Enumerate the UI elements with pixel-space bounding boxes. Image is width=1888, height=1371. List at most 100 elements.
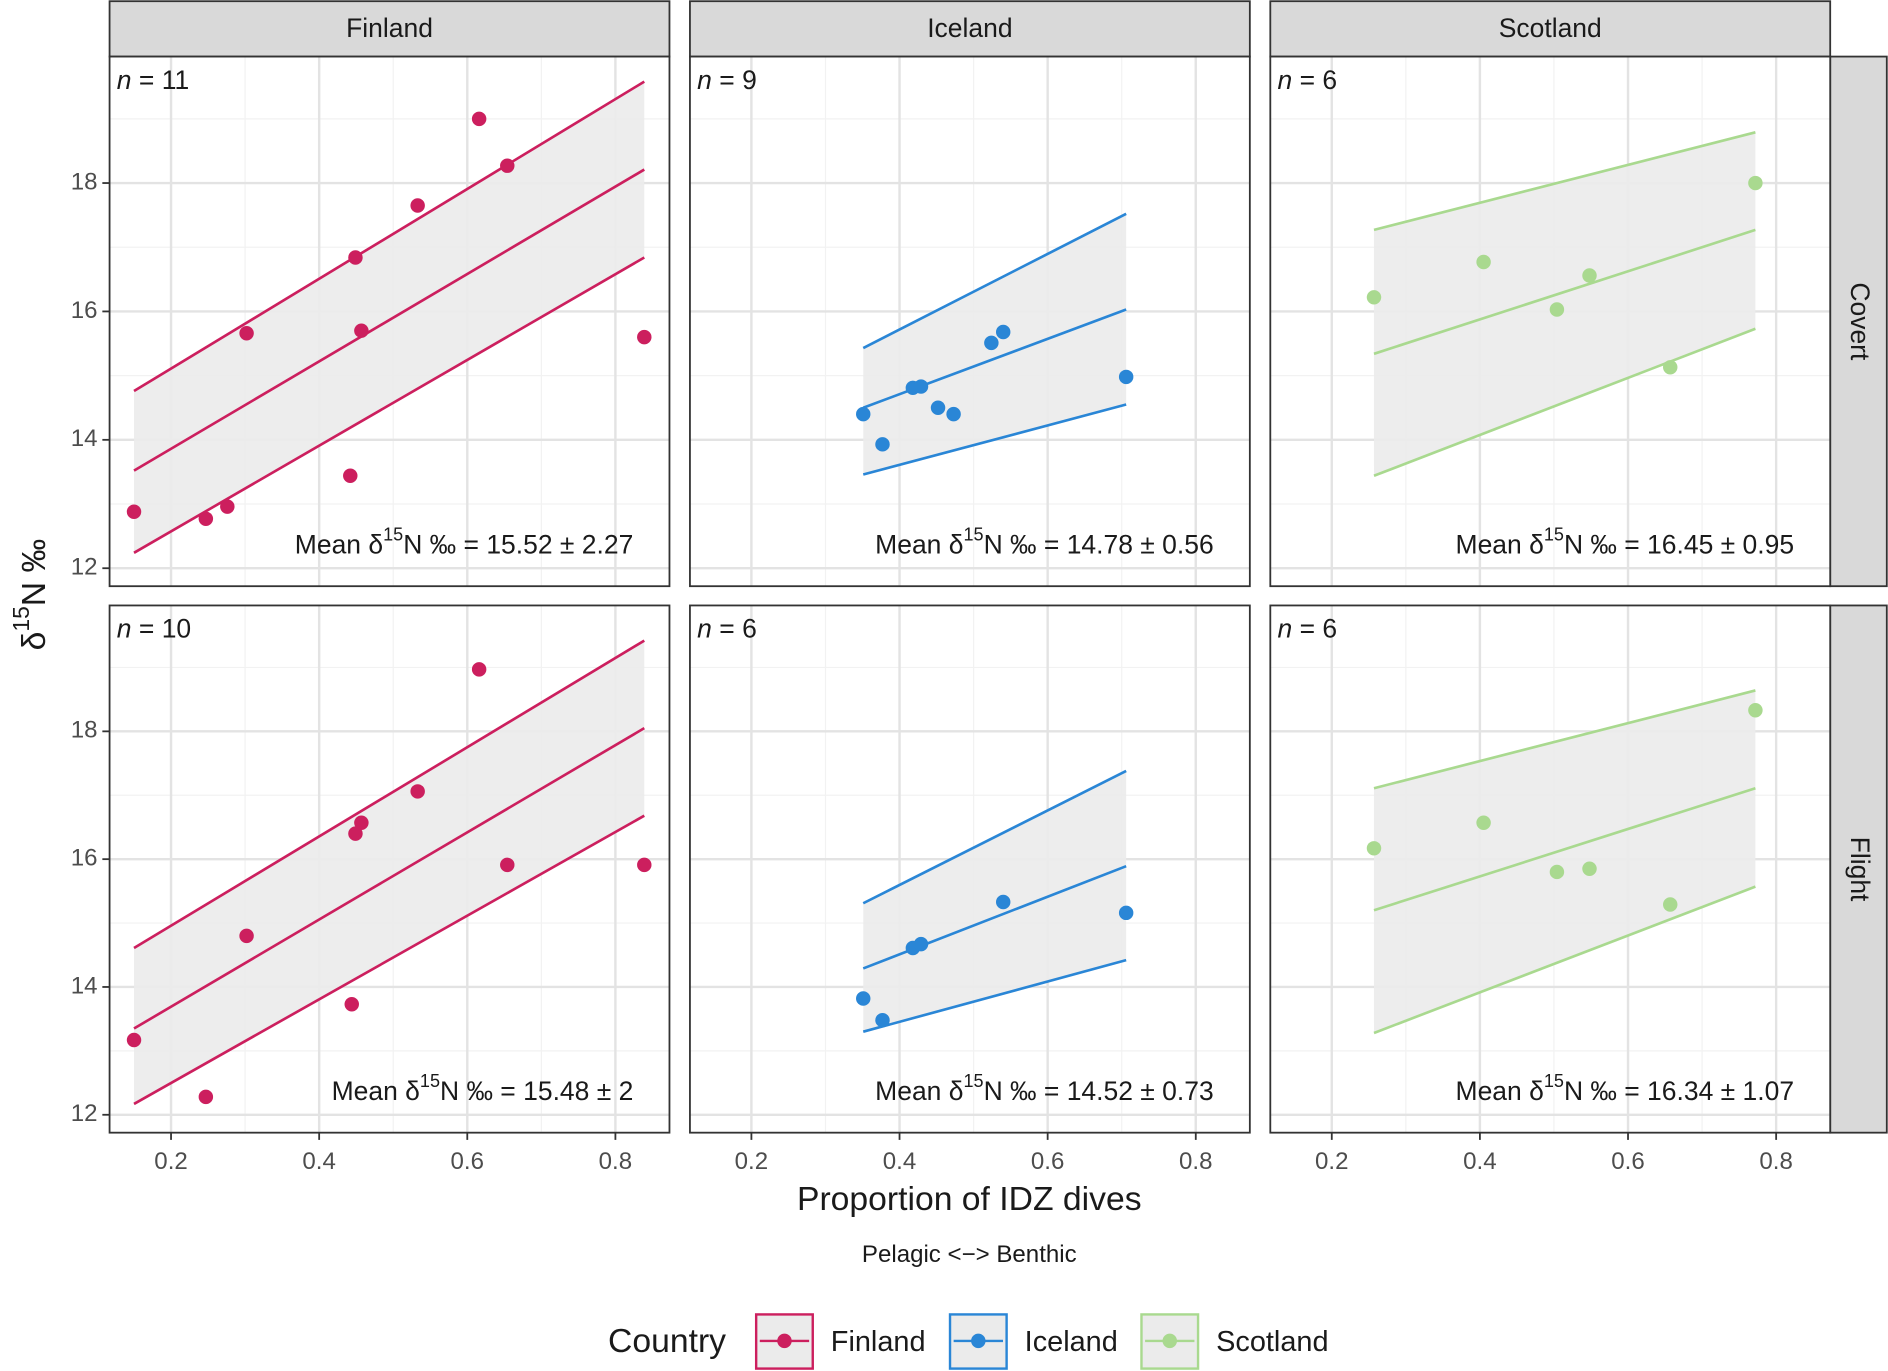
mean-sup: 15 <box>1544 1071 1564 1091</box>
x-tick-label: 0.8 <box>1759 1148 1792 1175</box>
y-tick-label: 16 <box>71 845 98 872</box>
point <box>500 857 515 873</box>
strip <box>689 0 1251 58</box>
y-tick-label: 16 <box>71 297 98 324</box>
x-tick-label: 0.6 <box>451 1148 484 1175</box>
lower-line <box>133 814 645 1106</box>
confidence-band <box>1373 690 1756 1033</box>
point <box>930 400 946 415</box>
point <box>1118 905 1134 921</box>
x-tick-label: 0.8 <box>1179 1148 1212 1175</box>
point <box>348 250 363 265</box>
x-axis-title: Proportion of IDZ dives <box>797 1180 1142 1218</box>
upper-line <box>1373 689 1756 790</box>
lower-line <box>133 256 645 554</box>
point <box>1663 897 1678 912</box>
point <box>875 1012 890 1028</box>
legend-label: Iceland <box>1025 1326 1118 1358</box>
point <box>471 662 487 677</box>
upper-line <box>133 639 645 950</box>
y-tick-label: 18 <box>71 717 98 744</box>
point <box>1118 369 1134 385</box>
strip-label: Iceland <box>927 13 1012 43</box>
n-label: n = 11 <box>117 65 189 95</box>
point <box>1663 360 1678 375</box>
legend-title: Country <box>608 1322 726 1360</box>
n-value: = 9 <box>712 65 757 95</box>
mean-text: N ‰ = 16.34 ± 1.07 <box>1564 1076 1794 1106</box>
point <box>1748 175 1763 191</box>
point <box>984 335 999 351</box>
point <box>1549 302 1565 317</box>
legend-key-point <box>1162 1333 1177 1349</box>
x-tick-label: 0.4 <box>1463 1148 1496 1175</box>
mean-text: Mean δ <box>295 529 383 559</box>
legend-label: Finland <box>831 1326 926 1358</box>
mean-text: Mean δ <box>332 1076 420 1106</box>
n-label: n = 9 <box>697 65 757 95</box>
point <box>410 198 425 213</box>
mean-sup: 15 <box>964 524 984 544</box>
x-tick-label: 0.2 <box>154 1148 187 1175</box>
point <box>471 111 487 127</box>
mean-sup: 15 <box>420 1071 440 1091</box>
mean-text: Mean δ <box>875 1076 963 1106</box>
mean-text: N ‰ = 14.78 ± 0.56 <box>984 529 1214 559</box>
point <box>343 468 358 483</box>
lower-line <box>1373 327 1756 478</box>
confidence-band <box>1373 132 1756 476</box>
y-tick-label: 12 <box>71 554 98 581</box>
n-label: n = 6 <box>697 614 757 644</box>
n-label: n = 6 <box>1278 65 1338 95</box>
upper-line <box>862 769 1127 905</box>
mean-sup: 15 <box>1544 524 1564 544</box>
y-tick-label: 12 <box>71 1100 98 1127</box>
point <box>946 406 961 422</box>
point <box>637 857 652 873</box>
n-label: n = 6 <box>1278 614 1338 644</box>
strip-label: Finland <box>346 13 433 43</box>
point <box>410 784 425 799</box>
caption: Pelagic <−> Benthic <box>862 1241 1077 1268</box>
mean-label: Mean δ15N ‰ = 14.78 ± 0.56 <box>875 524 1214 559</box>
strip-label: Scotland <box>1499 13 1602 43</box>
point <box>1582 861 1597 876</box>
panel-border <box>108 604 671 1134</box>
point <box>1476 815 1491 830</box>
upper-line <box>862 212 1127 350</box>
confidence-band <box>863 770 1127 1032</box>
point <box>239 326 254 341</box>
point <box>354 815 369 830</box>
point <box>856 406 871 422</box>
x-tick-label: 0.8 <box>599 1148 632 1175</box>
n-value: = 11 <box>132 65 190 95</box>
upper-line <box>1373 131 1756 232</box>
point <box>637 329 652 345</box>
mean-text: N ‰ = 16.45 ± 0.95 <box>1564 529 1794 559</box>
point <box>995 894 1011 910</box>
strip <box>1269 0 1832 58</box>
x-tick-label: 0.2 <box>735 1148 768 1175</box>
point <box>1549 864 1565 880</box>
lower-line <box>862 403 1127 476</box>
mean-text: N ‰ = 15.48 ± 2 <box>440 1076 633 1106</box>
y-tick-label: 14 <box>71 972 98 999</box>
n-label: n = 10 <box>117 614 191 644</box>
point <box>220 499 235 514</box>
y-title-text: δ <box>15 632 53 651</box>
n-italic: n <box>697 614 712 644</box>
y-title-text: N ‰ <box>15 539 53 606</box>
y-axis-title: δ15N ‰ <box>8 539 53 651</box>
point <box>344 996 359 1012</box>
point <box>995 324 1011 340</box>
strip-label: Flight <box>1845 837 1875 902</box>
point <box>1476 254 1491 270</box>
point <box>239 928 254 944</box>
mean-label: Mean δ15N ‰ = 14.52 ± 0.73 <box>875 1071 1214 1106</box>
panel-border <box>1269 604 1832 1134</box>
point <box>1748 703 1763 718</box>
n-value: = 6 <box>1292 65 1337 95</box>
y-tick-label: 14 <box>71 425 98 452</box>
point <box>913 936 929 952</box>
mean-sup: 15 <box>383 524 403 544</box>
